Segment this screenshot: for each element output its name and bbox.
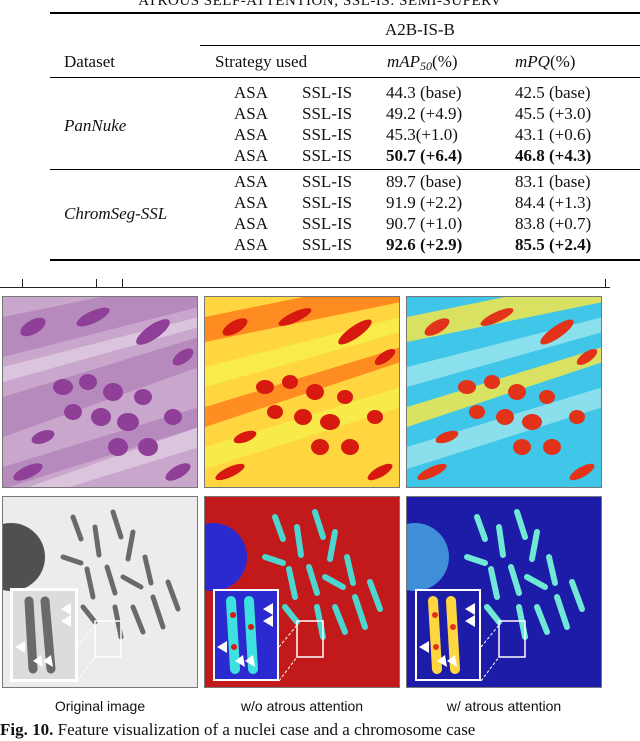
table-cell-mpq: 83.8 (+0.7) xyxy=(515,214,592,233)
table-cell-mpq: 83.1 (base) xyxy=(515,172,591,191)
group-header-rule xyxy=(200,45,640,46)
table-bottom-rule xyxy=(50,259,640,261)
table-cell-map: 89.7 (base) xyxy=(386,172,462,191)
table-cell-s2: SSL-IS xyxy=(302,193,353,212)
label-with-attention: w/ atrous attention xyxy=(446,698,562,714)
table-cell-s2: SSL-IS xyxy=(302,125,353,144)
table-cell-map: 92.6 (+2.9) xyxy=(386,235,463,254)
table-cell-map: 50.7 (+6.4) xyxy=(386,146,463,165)
table-cell-map: 44.3 (base) xyxy=(386,83,462,102)
table-cell-map: 91.9 (+2.2) xyxy=(386,193,463,212)
figure-caption-label: Fig. 10. xyxy=(0,720,54,739)
chromosome-with-attention xyxy=(406,496,602,688)
table-cell-map: 90.7 (+1.0) xyxy=(386,214,463,233)
table-cell-s1: ASA xyxy=(234,235,269,254)
table-cell-mpq: 42.5 (base) xyxy=(515,83,591,102)
table-cell-s2: SSL-IS xyxy=(302,146,353,165)
table-cell-s2: SSL-IS xyxy=(302,235,353,254)
tick-mark xyxy=(96,279,97,288)
nuclei-original-image xyxy=(2,296,198,488)
dataset-pannuke: PanNuke xyxy=(64,116,127,135)
table-cell-s1: ASA xyxy=(234,172,269,191)
col-mpq: mPQ(%) xyxy=(515,52,576,71)
col-map: mAP50(%) xyxy=(387,52,458,73)
table-top-rule xyxy=(50,12,640,14)
table-cell-s2: SSL-IS xyxy=(302,172,353,191)
nuclei-without-attention xyxy=(204,296,400,488)
table-cell-s2: SSL-IS xyxy=(302,83,353,102)
table-cell-map: 49.2 (+4.9) xyxy=(386,104,463,123)
table-cell-mpq: 46.8 (+4.3) xyxy=(515,146,592,165)
table-cell-s1: ASA xyxy=(234,104,269,123)
table-cell-s2: SSL-IS xyxy=(302,104,353,123)
table-cell-s1: ASA xyxy=(234,146,269,165)
table-cell-s1: ASA xyxy=(234,83,269,102)
col-dataset: Dataset xyxy=(64,52,115,71)
figure-axis-rule xyxy=(0,287,610,288)
group-divider xyxy=(50,169,640,170)
table-title: ATROUS SELF-ATTENTION; SSL-IS: SEMI-SUPE… xyxy=(138,0,502,9)
table-cell-s1: ASA xyxy=(234,214,269,233)
tick-mark xyxy=(605,279,606,288)
label-original-image: Original image xyxy=(54,698,146,714)
group-header: A2B-IS-B xyxy=(385,20,455,39)
nuclei-with-attention xyxy=(406,296,602,488)
table-cell-mpq: 45.5 (+3.0) xyxy=(515,104,592,123)
dataset-chromseg: ChromSeg-SSL xyxy=(64,204,168,223)
table-cell-mpq: 43.1 (+0.6) xyxy=(515,125,592,144)
col-strategy: Strategy used xyxy=(215,52,308,71)
table-cell-mpq: 85.5 (+2.4) xyxy=(515,235,592,254)
header-rule xyxy=(50,77,640,78)
tick-mark xyxy=(122,279,123,288)
table-cell-mpq: 84.4 (+1.3) xyxy=(515,193,592,212)
table-cell-s2: SSL-IS xyxy=(302,214,353,233)
chromosome-original-image xyxy=(2,496,198,688)
chromosome-without-attention xyxy=(204,496,400,688)
figure-caption-text: Feature visualization of a nuclei case a… xyxy=(53,720,476,739)
table-cell-s1: ASA xyxy=(234,193,269,212)
tick-mark xyxy=(22,279,23,288)
figure-caption: Fig. 10. Feature visualization of a nucl… xyxy=(0,720,640,740)
table-cell-map: 45.3(+1.0) xyxy=(386,125,458,144)
label-without-attention: w/o atrous attention xyxy=(240,698,364,714)
table-cell-s1: ASA xyxy=(234,125,269,144)
